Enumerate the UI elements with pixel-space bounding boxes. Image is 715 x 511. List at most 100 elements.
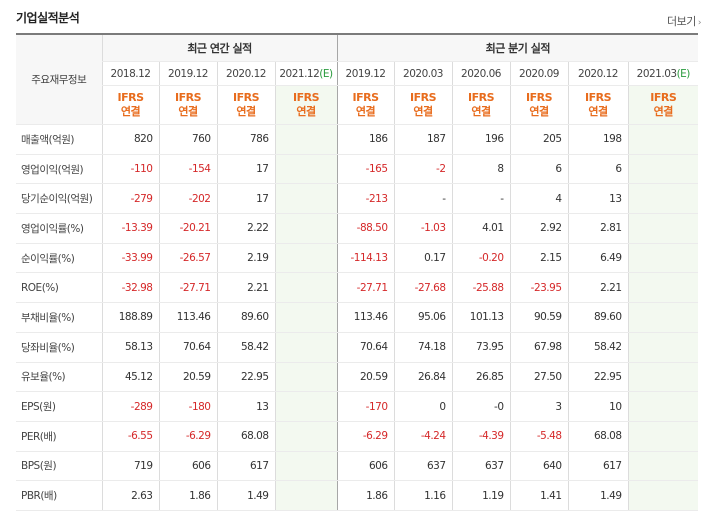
annual-value-cell: 2.22 <box>216 213 275 244</box>
annual-value-cell: 20.59 <box>158 362 217 393</box>
quarter-estimate-period-header: 2021.03(E) <box>627 61 699 86</box>
quarter-value-cell: 27.50 <box>509 362 569 393</box>
table-row: 순이익률(%) -33.99 -26.57 2.19 -114.13 0.17 -0.20 2… <box>16 243 699 274</box>
quarter-value-cell: -4.39 <box>451 421 511 452</box>
quarter-value-cell <box>627 272 699 304</box>
ifrs-label: IFRS <box>352 91 380 104</box>
annual-value-cell <box>274 362 338 393</box>
consolidated-label: 연결 <box>471 105 491 118</box>
quarter-value-cell <box>627 332 699 363</box>
quarter-value-cell: 1.86 <box>336 480 395 511</box>
consolidated-label: 연결 <box>236 105 256 118</box>
annual-value-cell: 188.89 <box>101 302 159 333</box>
quarter-value-cell: 6.49 <box>567 243 629 274</box>
annual-value-cell: -6.55 <box>101 421 159 452</box>
annual-value-cell: 786 <box>216 124 275 155</box>
annual-estimate-period-header: 2021.12(E) <box>274 61 338 86</box>
table-row: ROE(%) -32.98 -27.71 2.21 -27.71 -27.68 -25.88… <box>16 272 699 304</box>
annual-value-cell: 45.12 <box>101 362 159 393</box>
ifrs-label: IFRS <box>117 91 145 104</box>
quarter-value-cell: -23.95 <box>509 272 569 304</box>
quarter-value-cell: 1.19 <box>451 480 511 511</box>
consolidated-label: 연결 <box>653 105 674 118</box>
quarter-value-cell: 2.81 <box>567 213 629 244</box>
ifrs-label: IFRS <box>585 91 612 104</box>
annual-value-cell: 113.46 <box>158 302 217 333</box>
quarter-value-cell: 6 <box>567 154 629 185</box>
quarter-value-cell: -2 <box>393 154 453 185</box>
quarter-value-cell: 26.85 <box>451 362 511 393</box>
quarter-value-cell: -0 <box>451 391 511 422</box>
quarter-value-cell: 606 <box>336 451 395 482</box>
ifrs-consolidated-label: IFRS 연결 <box>216 85 275 125</box>
annual-value-cell <box>274 243 338 274</box>
quarter-value-cell: -213 <box>336 183 395 215</box>
ifrs-consolidated-label: IFRS 연결 <box>158 85 217 125</box>
quarter-value-cell: 187 <box>393 124 453 155</box>
table-row: 유보율(%) 45.12 20.59 22.95 20.59 26.84 26.85 27.5… <box>16 362 699 393</box>
quarter-value-cell: -1.03 <box>393 213 453 244</box>
table-row: EPS(원) -289 -180 13 -170 0 -0 3 10 <box>16 391 699 422</box>
annual-value-cell: 1.49 <box>216 480 275 511</box>
annual-value-cell <box>274 480 338 511</box>
metric-label: 매출액(억원) <box>16 124 102 155</box>
quarter-value-cell <box>627 480 699 511</box>
quarter-value-cell: 637 <box>393 451 453 482</box>
annual-value-cell: -6.29 <box>158 421 217 452</box>
quarter-value-cell: 2.21 <box>567 272 629 304</box>
ifrs-label: IFRS <box>175 91 202 104</box>
consolidated-label: 연결 <box>178 105 198 118</box>
quarter-value-cell: 3 <box>509 391 569 422</box>
quarter-period-header: 2020.09 <box>509 61 569 86</box>
annual-value-cell: -202 <box>158 183 217 215</box>
quarter-value-cell: 67.98 <box>509 332 569 363</box>
metric-label: PBR(배) <box>16 480 102 511</box>
consolidated-label: 연결 <box>120 105 141 118</box>
quarter-value-cell: 4 <box>509 183 569 215</box>
ifrs-label: IFRS <box>293 91 320 104</box>
quarter-value-cell <box>627 391 699 422</box>
estimate-mark: (E) <box>676 67 691 80</box>
annual-value-cell: -154 <box>158 154 217 185</box>
quarter-value-cell: - <box>451 183 511 215</box>
quarter-value-cell: -27.68 <box>393 272 453 304</box>
metric-label: 영업이익률(%) <box>16 213 102 244</box>
quarter-value-cell: 196 <box>451 124 511 155</box>
metric-label: EPS(원) <box>16 391 102 422</box>
quarter-value-cell <box>627 154 699 185</box>
quarter-value-cell: 89.60 <box>567 302 629 333</box>
quarter-value-cell: -27.71 <box>336 272 395 304</box>
annual-value-cell: -110 <box>101 154 159 185</box>
metric-label: 순이익률(%) <box>16 243 102 274</box>
consolidated-label: 연결 <box>529 105 549 118</box>
ifrs-consolidated-label: IFRS 연결 <box>101 85 159 125</box>
annual-value-cell: 58.42 <box>216 332 275 363</box>
quarter-value-cell: 101.13 <box>451 302 511 333</box>
annual-value-cell: 17 <box>216 154 275 185</box>
chevron-right-icon: › <box>697 18 702 28</box>
more-link[interactable]: 더보기 › <box>667 13 702 29</box>
quarter-value-cell: 617 <box>567 451 629 482</box>
ifrs-consolidated-label: IFRS 연결 <box>393 85 453 125</box>
section-title: 기업실적분석 <box>16 11 80 25</box>
table-row: 매출액(억원) 820 760 786 186 187 196 205 198 <box>16 124 699 155</box>
quarter-value-cell: 1.49 <box>567 480 629 511</box>
annual-value-cell: 68.08 <box>216 421 275 452</box>
table-row: BPS(원) 719 606 617 606 637 637 640 617 <box>16 451 699 482</box>
row-header: 주요재무정보 <box>16 33 102 125</box>
quarter-value-cell <box>627 183 699 215</box>
estimate-period-label: 2021.03 <box>636 67 677 80</box>
consolidated-label: 연결 <box>355 105 376 118</box>
annual-value-cell: -32.98 <box>101 272 159 304</box>
consolidated-label: 연결 <box>588 105 608 118</box>
quarter-period-header: 2020.12 <box>567 61 629 86</box>
quarter-value-cell <box>627 213 699 244</box>
quarter-value-cell: 2.15 <box>509 243 569 274</box>
annual-value-cell: 2.63 <box>101 480 159 511</box>
quarter-value-cell: 186 <box>336 124 395 155</box>
annual-period-header: 2020.12 <box>216 61 275 86</box>
metric-label: 당기순이익(억원) <box>16 183 102 215</box>
annual-period-header: 2019.12 <box>158 61 217 86</box>
annual-value-cell: -279 <box>101 183 159 215</box>
ifrs-consolidated-label: IFRS 연결 <box>274 85 338 125</box>
